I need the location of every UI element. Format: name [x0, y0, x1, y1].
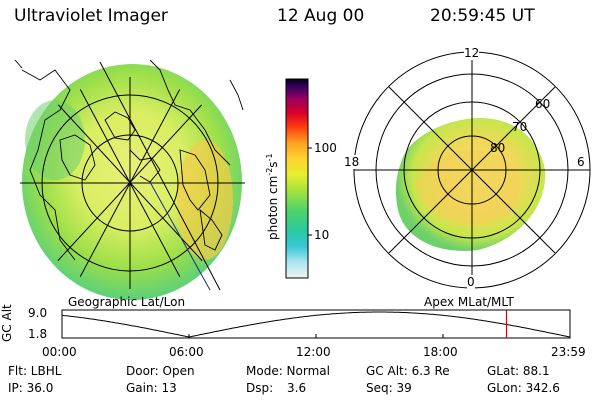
glat-status: GLat: 88.1	[487, 364, 550, 378]
time-label: 20:59:45 UT	[430, 6, 535, 26]
xtick-12: 12:00	[296, 345, 331, 359]
mlt-label-6: 6	[577, 155, 585, 169]
apex-caption: Apex MLat/MLT	[424, 295, 514, 309]
mlat-label-80: 80	[490, 141, 506, 155]
mlt-label-0: 0	[467, 275, 475, 289]
xtick-2359: 23:59	[551, 345, 586, 359]
dim-patch-left	[25, 100, 85, 180]
ip-status: IP: 36.0	[8, 381, 54, 395]
altitude-ytick-max: 9.0	[28, 306, 48, 320]
mlat-label-60: 60	[535, 97, 551, 111]
altitude-plot	[61, 309, 571, 339]
dsp-value: 3.6	[287, 381, 307, 395]
magnetic-image	[353, 51, 591, 289]
colorbar	[285, 78, 312, 279]
mag-grid	[353, 51, 591, 289]
glon-status: GLon: 342.6	[487, 381, 560, 395]
mlat-label-70: 70	[512, 120, 528, 134]
altitude-curve	[61, 311, 571, 338]
geographic-image	[14, 59, 245, 300]
mlt-label-18: 18	[344, 155, 360, 169]
dsp-label: Dsp:	[246, 381, 274, 395]
altitude-xticks	[61, 334, 571, 338]
mode-status: Mode: Normal	[246, 364, 330, 378]
altitude-ytick-min: 1.8	[28, 327, 48, 341]
coastlines	[14, 59, 244, 261]
xtick-00: 00:00	[42, 345, 77, 359]
colorbar-tick-100: 100	[314, 141, 337, 155]
seq-status: Seq: 39	[366, 381, 412, 395]
mlt-label-12: 12	[464, 46, 480, 60]
filter-status: Flt: LBHL	[8, 364, 62, 378]
gain-status: Gain: 13	[126, 381, 177, 395]
xtick-06: 06:00	[169, 345, 204, 359]
geographic-caption: Geographic Lat/Lon	[68, 295, 186, 309]
instrument-title: Ultraviolet Imager	[14, 6, 168, 26]
altitude-ylabel: GC Alt	[0, 304, 14, 342]
colorbar-tick-10: 10	[314, 228, 330, 242]
gc-alt-status: GC Alt: 6.3 Re	[366, 364, 450, 378]
geo-grid	[20, 61, 245, 291]
colorbar-scale	[285, 78, 309, 279]
date-label: 12 Aug 00	[277, 6, 365, 26]
altitude-plot-frame	[61, 309, 571, 339]
colorbar-unit-label: photon cm-2s-1	[265, 153, 280, 240]
door-status: Door: Open	[126, 364, 195, 378]
oval-center-right	[415, 150, 520, 225]
xtick-18: 18:00	[423, 345, 458, 359]
